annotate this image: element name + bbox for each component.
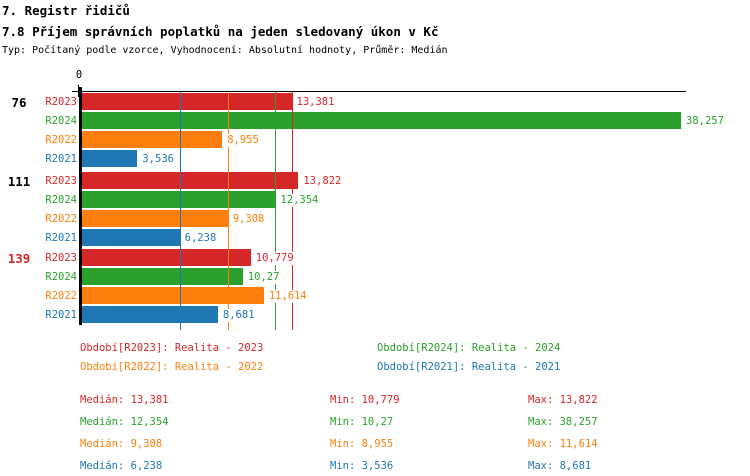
series-label-R2024: R2024	[45, 194, 77, 206]
stat-median: Medián: 9,308	[80, 438, 163, 450]
series-label-R2023: R2023	[45, 96, 77, 108]
bar-value-label: 12,354	[280, 194, 319, 207]
median-line-R2023	[291, 92, 293, 330]
series-label-R2023: R2023	[45, 175, 77, 187]
median-line-R2021	[179, 92, 181, 330]
legend-item: Období[R2023]: Realita - 2023	[80, 342, 264, 354]
bar-value-label: 13,381	[296, 96, 335, 109]
bar-value-label: 38,257	[686, 115, 724, 128]
bar-R2022	[82, 287, 264, 304]
bar-value-label: 10,779	[255, 252, 294, 265]
bar-R2021	[82, 150, 138, 167]
legend-item: Období[R2022]: Realita - 2022	[80, 361, 264, 373]
bar-R2024	[82, 268, 243, 285]
bar-value-label: 3,536	[142, 153, 174, 166]
group-label: 111	[7, 174, 31, 189]
bar-R2023	[82, 249, 251, 266]
legend-item: Období[R2024]: Realita - 2024	[377, 342, 561, 354]
bar-R2021	[82, 306, 218, 323]
bar-value-label: 6,238	[184, 232, 217, 245]
stat-max: Max: 8,681	[528, 460, 592, 472]
stat-median: Medián: 12,354	[80, 416, 169, 428]
bar-R2023	[82, 172, 299, 189]
bar-value-label: 13,822	[303, 175, 342, 188]
series-label-R2021: R2021	[45, 309, 77, 321]
stat-max: Max: 13,822	[528, 394, 598, 406]
axis-zero-label: 0	[75, 69, 83, 81]
series-label-R2024: R2024	[45, 115, 77, 127]
group-label: 139	[7, 251, 31, 266]
group-label: 76	[11, 95, 27, 110]
bar-R2024	[82, 112, 681, 129]
stat-median: Medián: 6,238	[80, 460, 163, 472]
series-label-R2024: R2024	[45, 271, 77, 283]
series-label-R2022: R2022	[45, 290, 77, 302]
report-title: 7. Registr řidičů	[2, 3, 130, 18]
median-line-R2022	[227, 92, 229, 330]
stat-min: Min: 10,27	[330, 416, 394, 428]
series-label-R2022: R2022	[45, 134, 77, 146]
bar-value-label: 11,614	[268, 290, 307, 303]
bar-R2022	[82, 210, 228, 227]
bar-value-label: 10,27	[247, 271, 280, 284]
stat-min: Min: 10,779	[330, 394, 400, 406]
series-label-R2023: R2023	[45, 252, 77, 264]
stat-min: Min: 8,955	[330, 438, 394, 450]
bar-value-label: 8,955	[227, 134, 259, 147]
bar-R2023	[82, 93, 292, 110]
series-label-R2021: R2021	[45, 153, 77, 165]
series-label-R2021: R2021	[45, 232, 77, 244]
bar-R2022	[82, 131, 223, 148]
stat-max: Max: 11,614	[528, 438, 598, 450]
stat-max: Max: 38,257	[528, 416, 598, 428]
median-line-R2024	[275, 92, 277, 330]
chart-title: 7.8 Příjem správních poplatků na jeden s…	[2, 24, 439, 39]
bar-value-label: 9,308	[232, 213, 265, 226]
bar-R2021	[82, 229, 180, 246]
legend-item: Období[R2021]: Realita - 2021	[377, 361, 561, 373]
chart-meta: Typ: Počítaný podle vzorce, Vyhodnocení:…	[2, 45, 448, 56]
bar-R2024	[82, 191, 276, 208]
series-label-R2022: R2022	[45, 213, 77, 225]
axis-vertical-line	[79, 87, 82, 325]
stat-median: Medián: 13,381	[80, 394, 169, 406]
stat-min: Min: 3,536	[330, 460, 394, 472]
bar-value-label: 8,681	[222, 309, 255, 322]
axis-top-line	[72, 91, 686, 92]
